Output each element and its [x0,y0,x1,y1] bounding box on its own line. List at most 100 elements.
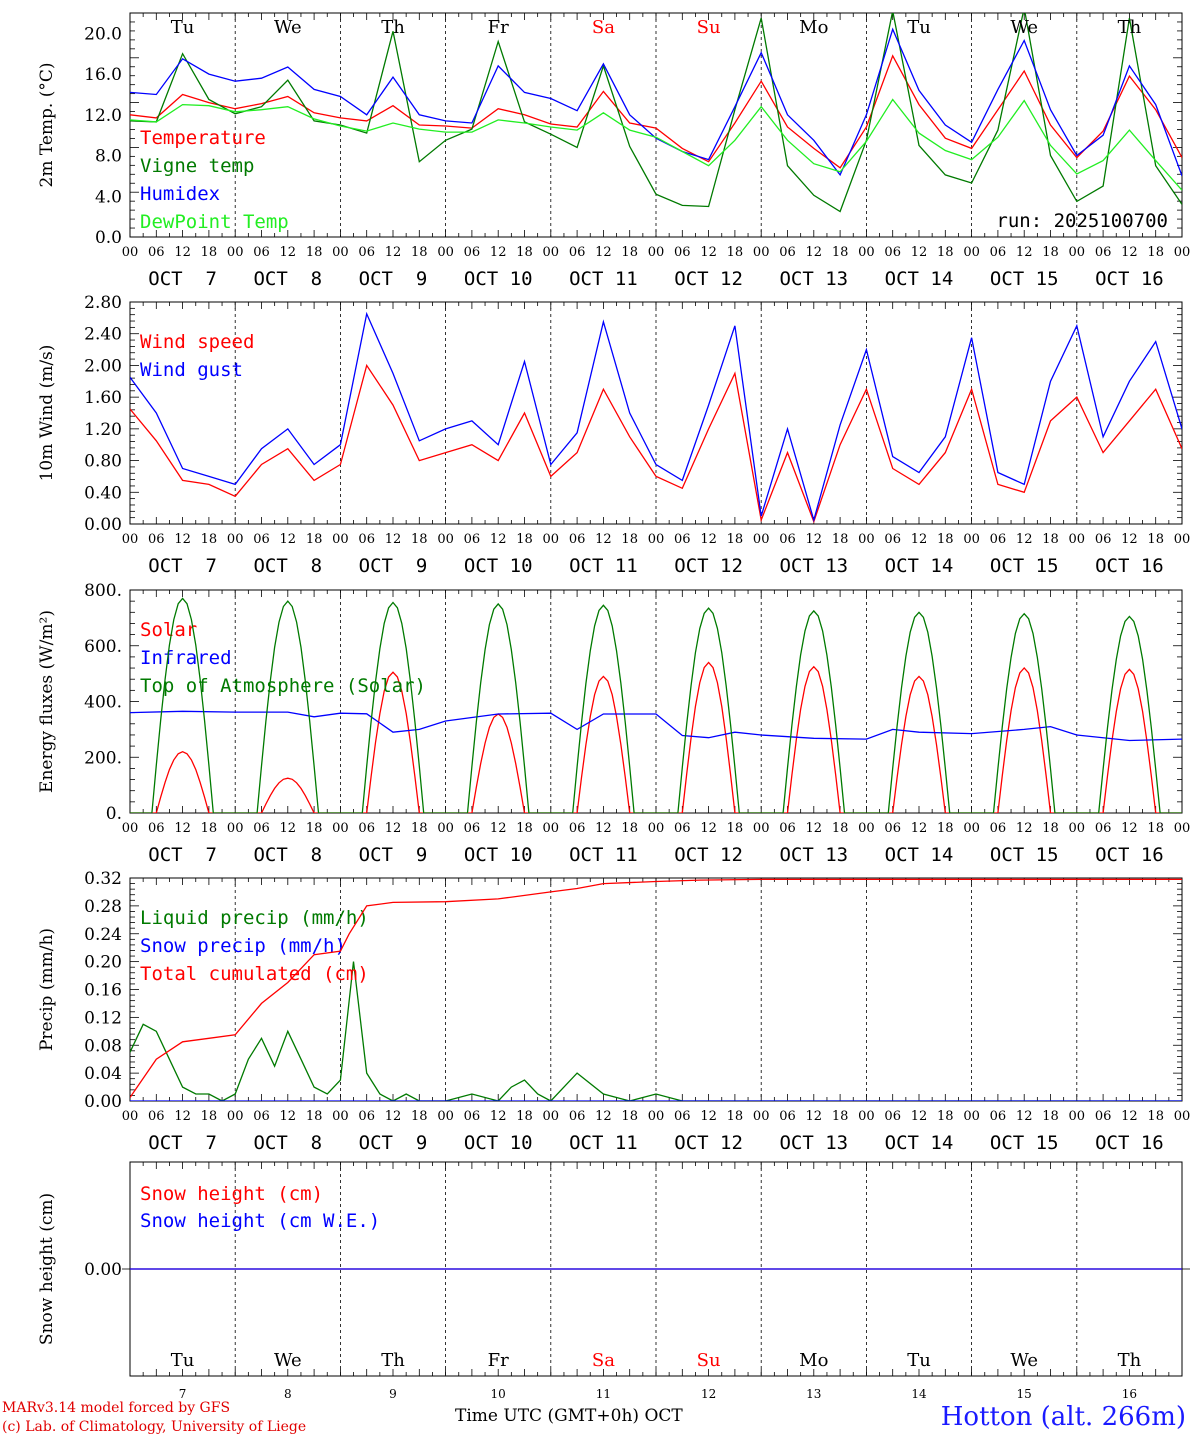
x-axis-title: Time UTC (GMT+0h) OCT [455,1406,683,1426]
y-tick-label: 400. [84,693,122,713]
hour-tick-label: 18 [516,245,533,260]
hour-tick-label: 06 [253,245,270,260]
hour-tick-label: 12 [806,532,823,547]
hour-tick-label: 00 [437,821,454,836]
hour-tick-label: 12 [280,1109,297,1124]
hour-tick-label: 00 [648,1109,665,1124]
y-axis-label: Snow height (cm) [37,1193,57,1345]
date-label: OCT 13 [779,844,848,866]
hour-tick-label: 06 [1095,532,1112,547]
series-line-blue [130,710,1182,742]
hour-tick-label: 18 [937,1109,954,1124]
day-number-label: 11 [596,1387,611,1401]
hour-tick-label: 00 [332,821,349,836]
date-label: OCT 15 [990,844,1059,866]
day-number-label: 15 [1017,1387,1032,1401]
date-label: OCT 9 [359,1132,428,1154]
hour-tick-label: 00 [963,245,980,260]
date-label: OCT 16 [1095,268,1164,290]
series-line-blue [130,27,1182,177]
station-name: Hotton (alt. 266m) [940,1402,1186,1432]
hour-tick-label: 06 [358,532,375,547]
hour-tick-label: 06 [779,821,796,836]
date-label: OCT 9 [359,268,428,290]
y-tick-label: 0.16 [84,981,122,1001]
hour-tick-label: 06 [990,1109,1007,1124]
legend-entry: Wind gust [140,359,243,381]
hour-tick-label: 18 [1042,821,1059,836]
day-number-label: 9 [389,1387,397,1401]
hour-tick-label: 18 [1147,245,1164,260]
hour-tick-label: 06 [358,245,375,260]
hour-tick-label: 00 [332,532,349,547]
legend-entry: Liquid precip (mm/h) [140,907,369,929]
hour-tick-label: 18 [1147,1109,1164,1124]
run-label: run: 2025100700 [996,210,1168,232]
day-of-week-label: Th [381,17,405,38]
hour-tick-label: 18 [201,821,218,836]
hour-tick-label: 18 [516,1109,533,1124]
date-label: OCT 7 [148,1132,217,1154]
credit-model: MARv3.14 model forced by GFS [2,1400,231,1416]
date-label: OCT 16 [1095,555,1164,577]
hour-tick-label: 06 [569,532,586,547]
y-tick-label: 0.32 [84,869,122,889]
y-tick-label: 2.80 [84,293,122,313]
y-tick-label: 12.0 [84,106,122,126]
hour-tick-label: 18 [832,1109,849,1124]
day-of-week-label: We [274,1350,302,1371]
legend-entry: Humidex [140,183,220,205]
hour-tick-label: 00 [543,532,560,547]
hour-tick-label: 06 [148,245,165,260]
date-label: OCT 7 [148,555,217,577]
hour-tick-label: 12 [595,821,612,836]
y-tick-label: 16.0 [84,65,122,85]
hour-tick-label: 06 [464,532,481,547]
legend-entry: Infrared [140,647,232,669]
date-label: OCT 14 [885,555,954,577]
series-line-green [130,13,1182,213]
hour-tick-label: 18 [621,1109,638,1124]
hour-tick-label: 00 [437,245,454,260]
hour-tick-label: 18 [727,245,744,260]
date-label: OCT 9 [359,555,428,577]
day-number-label: 8 [284,1387,292,1401]
date-label: OCT 12 [674,1132,743,1154]
hour-tick-label: 06 [253,1109,270,1124]
hour-tick-label: 12 [280,532,297,547]
hour-tick-label: 06 [674,1109,691,1124]
hour-tick-label: 12 [490,821,507,836]
hour-tick-label: 12 [280,821,297,836]
series-line-red [130,661,1182,813]
hour-tick-label: 00 [753,1109,770,1124]
hour-tick-label: 00 [437,532,454,547]
hour-tick-label: 00 [858,532,875,547]
hour-tick-label: 06 [464,821,481,836]
hour-tick-label: 00 [543,1109,560,1124]
hour-tick-label: 00 [437,1109,454,1124]
hour-tick-label: 00 [332,245,349,260]
credit-lab: (c) Lab. of Climatology, University of L… [2,1419,307,1435]
legend-entry: Vigne temp [140,155,254,177]
day-of-week-label: Mo [799,1350,828,1371]
y-tick-label: 8.0 [95,147,122,167]
hour-tick-label: 00 [1069,245,1086,260]
hour-tick-label: 18 [937,245,954,260]
hour-tick-label: 06 [674,245,691,260]
hour-tick-label: 06 [1095,245,1112,260]
date-label: OCT 8 [253,844,322,866]
day-number-label: 10 [491,1387,506,1401]
hour-tick-label: 18 [201,532,218,547]
series-line-green [130,961,1182,1101]
date-label: OCT 10 [464,555,533,577]
hour-tick-label: 18 [306,245,323,260]
hour-tick-label: 00 [1069,532,1086,547]
hour-tick-label: 12 [385,532,402,547]
legend-entry: Wind speed [140,331,254,353]
hour-tick-label: 18 [411,532,428,547]
day-of-week-label: We [274,17,302,38]
hour-tick-label: 12 [700,821,717,836]
day-number-label: 13 [806,1387,821,1401]
hour-tick-label: 00 [1069,821,1086,836]
hour-tick-label: 12 [1016,532,1033,547]
